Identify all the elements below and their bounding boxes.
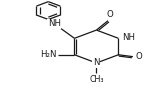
- Text: NH: NH: [122, 33, 135, 42]
- Text: N: N: [93, 58, 100, 67]
- Text: O: O: [135, 52, 142, 61]
- Text: H₂N: H₂N: [41, 50, 57, 59]
- Text: NH: NH: [48, 19, 61, 28]
- Text: O: O: [106, 10, 113, 19]
- Text: CH₃: CH₃: [89, 75, 104, 84]
